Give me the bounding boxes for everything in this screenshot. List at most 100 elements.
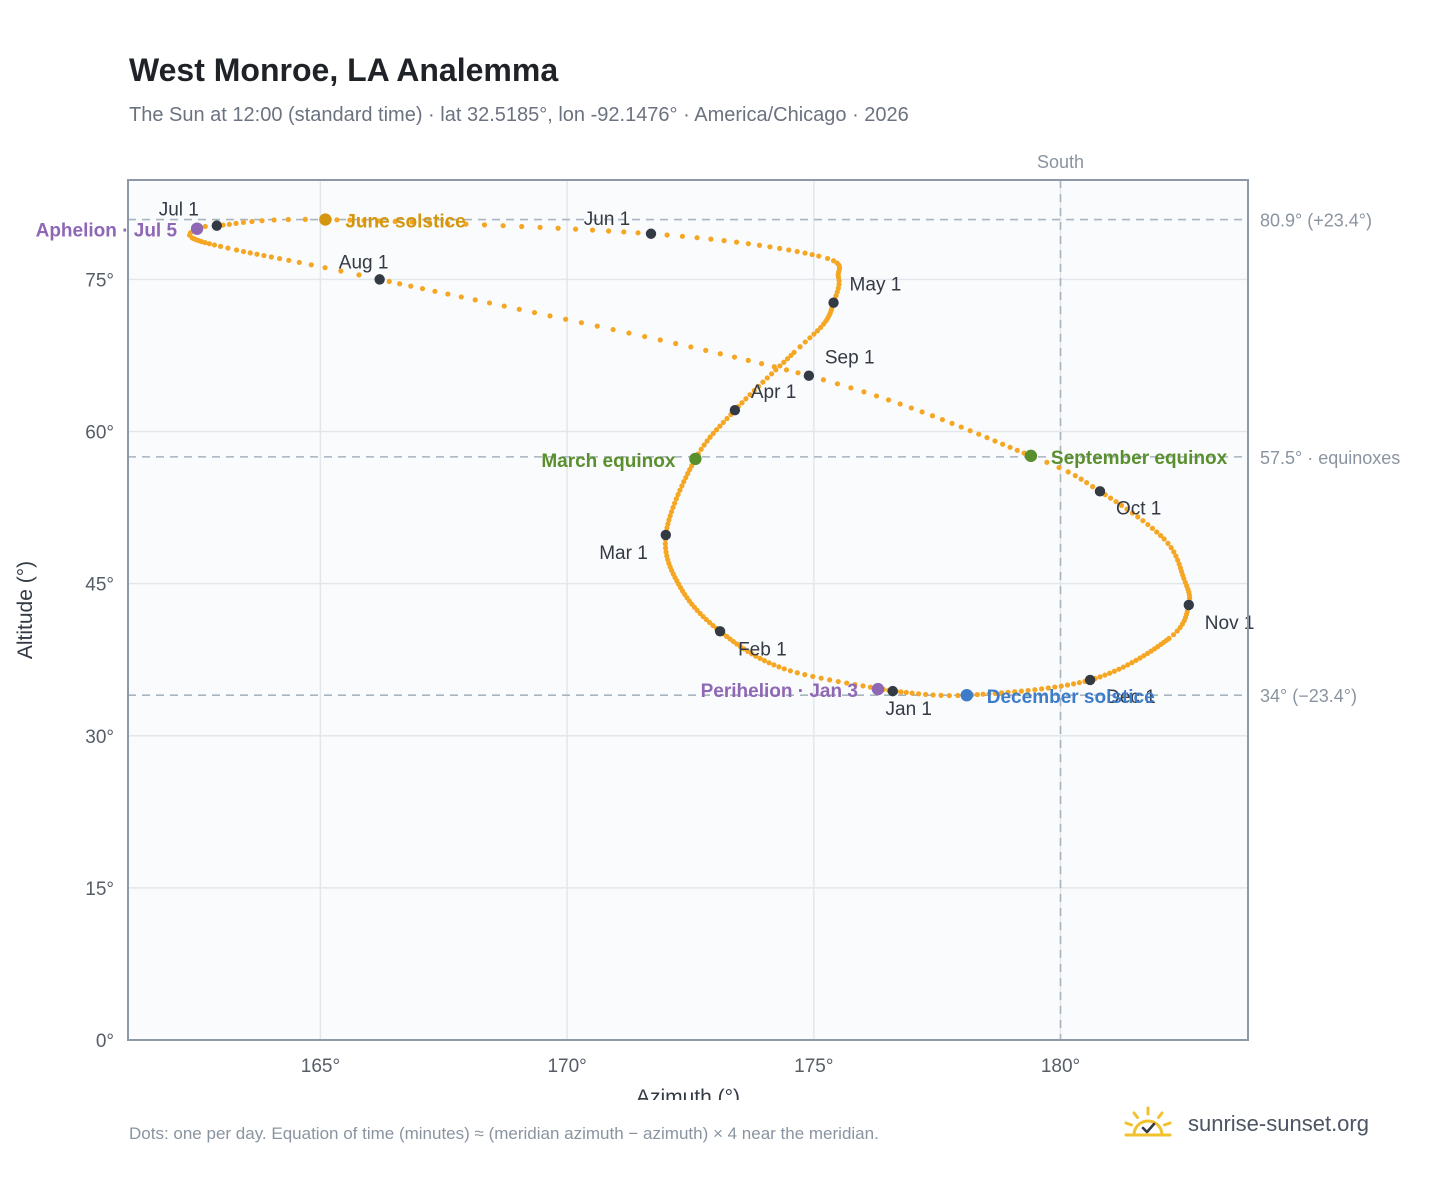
analemma-day-dot [713, 427, 720, 433]
analemma-day-dot [860, 683, 866, 689]
analemma-day-dot [361, 217, 367, 224]
analemma-day-dot [679, 233, 686, 239]
analemma-day-dot [1007, 444, 1013, 450]
analemma-day-dot [898, 689, 904, 695]
analemma-day-dot [992, 690, 998, 696]
analemma-day-dot [783, 367, 790, 373]
analemma-day-dot [296, 259, 302, 266]
analemma-day-dot [500, 223, 506, 229]
analemma-day-dot [791, 349, 797, 356]
month-marker-label: Jan 1 [886, 699, 932, 720]
analemma-day-dot [998, 690, 1005, 696]
analemma-day-dot [668, 509, 675, 515]
event-marker-dot [1024, 449, 1038, 463]
analemma-day-dot [873, 393, 880, 399]
analemma-day-dot [760, 379, 766, 385]
x-tick-label: 170° [547, 1056, 586, 1077]
brand[interactable]: sunrise-sunset.org [1122, 1102, 1369, 1146]
analemma-day-dot [703, 347, 709, 353]
sunrise-logo-icon [1124, 1106, 1172, 1137]
event-marker-label: December solstice [987, 687, 1155, 708]
analemma-day-dot [1140, 518, 1146, 524]
analemma-day-dot [226, 221, 232, 227]
analemma-day-dot [698, 446, 704, 452]
analemma-day-dot [1025, 687, 1031, 694]
analemma-day-dot [777, 363, 783, 369]
month-marker-dot [645, 228, 657, 239]
analemma-day-dot [1102, 672, 1108, 678]
axes: 165° 170° 175° 180° 0° 15° 30° 45° 60° 75° Azimuth… [14, 270, 1080, 1100]
analemma-day-dot [657, 337, 663, 343]
analemma-day-dot [755, 383, 762, 389]
event-markers: March equinox June solstice September equi… [36, 212, 1228, 709]
analemma-day-dot [1072, 473, 1078, 479]
analemma-day-dot [976, 431, 982, 437]
analemma-day-dot [444, 220, 451, 226]
analemma-day-dot [555, 225, 561, 231]
analemma-day-dot [408, 283, 414, 289]
month-marker-label: Feb 1 [738, 639, 787, 660]
analemma-day-dot [338, 268, 344, 274]
analemma-day-dot [955, 692, 961, 699]
analemma-day-dot [786, 247, 792, 253]
analemma-day-dot [848, 385, 854, 391]
analemma-day-dot [814, 328, 821, 334]
analemma-day-dot [1170, 632, 1177, 638]
y-tick-label: 15° [85, 879, 114, 900]
analemma-day-dot [767, 244, 773, 250]
analemma-day-dot [240, 248, 247, 255]
analemma-day-dot [811, 331, 817, 337]
analemma-day-dot [432, 288, 438, 294]
analemma-day-dot [247, 250, 253, 256]
event-marker-label: Perihelion · Jan 3 [701, 681, 858, 702]
analemma-day-dot [240, 219, 247, 226]
analemma-day-dot [1045, 685, 1051, 691]
event-marker-dot [689, 452, 702, 466]
month-marker-dot [714, 626, 726, 637]
analemma-day-dot [271, 217, 277, 223]
month-markers: Jan 1 Feb 1 Mar 1 Apr 1 May 1 Jun 1 Jul 1 Aug 1… [159, 200, 1255, 720]
month-marker-label: Dec 1 [1106, 687, 1156, 708]
analemma-day-dot [458, 294, 464, 300]
reference-lines: South 80.9° (+23.4°) 57.5° · equinoxes 34° … [128, 152, 1400, 1040]
analemma-day-dot [810, 673, 816, 680]
analemma-day-dot [694, 235, 700, 241]
analemma-day-dot [758, 361, 765, 367]
analemma-day-dot [308, 262, 314, 268]
analemma-day-dot [1113, 499, 1119, 505]
analemma-chart: South 80.9° (+23.4°) 57.5° · equinoxes 34° … [14, 152, 1400, 1100]
analemma-day-dot [761, 658, 768, 664]
analemma-day-dot [1107, 495, 1114, 501]
analemma-day-dot [665, 521, 671, 527]
analemma-day-dot [589, 227, 596, 233]
analemma-day-dot [1012, 689, 1018, 695]
month-marker-label: Oct 1 [1116, 498, 1161, 519]
analemma-day-dot [664, 232, 670, 238]
month-marker-dot [729, 405, 741, 416]
plot-area [128, 180, 1248, 1040]
analemma-day-dot [720, 419, 726, 425]
analemma-day-dot [481, 222, 488, 228]
analemma-day-dot [1165, 540, 1171, 546]
analemma-day-dot [820, 377, 827, 383]
analemma-day-dot [938, 692, 944, 698]
y-axis-label: Altitude (°) [14, 561, 37, 659]
analemma-day-dot [701, 442, 707, 448]
analemma-day-dot [1090, 484, 1096, 490]
analemma-day-dot [662, 545, 669, 551]
analemma-day-dot [1084, 480, 1090, 486]
analemma-day-dot [919, 409, 925, 415]
analemma-day-dot [563, 316, 569, 322]
analemma-day-dot [704, 438, 710, 444]
analemma-day-dot [717, 423, 723, 429]
y-tick-label: 30° [85, 727, 114, 748]
analemma-day-dot [795, 370, 801, 376]
analemma-day-dot [980, 691, 986, 697]
analemma-day-dot [516, 306, 522, 312]
analemma-day-dot [1056, 464, 1062, 471]
analemma-day-dot [1141, 653, 1147, 659]
analemma-day-dot [537, 224, 543, 230]
analemma-day-dot [233, 247, 240, 253]
analemma-day-dot [519, 223, 525, 230]
analemma-day-dot [1129, 660, 1135, 666]
